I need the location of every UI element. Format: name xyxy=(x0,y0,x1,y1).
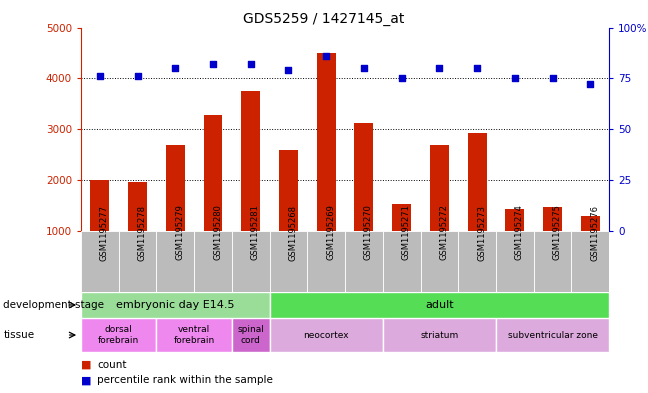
Bar xyxy=(241,91,260,231)
Text: GSM1195274: GSM1195274 xyxy=(515,205,524,261)
Text: GSM1195272: GSM1195272 xyxy=(439,205,448,261)
Bar xyxy=(119,231,156,292)
Bar xyxy=(156,231,194,292)
Point xyxy=(132,73,143,79)
Point xyxy=(321,53,331,59)
Text: GSM1195279: GSM1195279 xyxy=(176,205,184,261)
Text: tissue: tissue xyxy=(3,330,34,340)
Text: striatum: striatum xyxy=(421,331,459,340)
Point xyxy=(283,67,294,73)
Point xyxy=(509,75,520,81)
Bar xyxy=(194,231,232,292)
Text: GSM1195273: GSM1195273 xyxy=(477,204,486,261)
Bar xyxy=(270,318,383,352)
Text: GSM1195275: GSM1195275 xyxy=(553,205,562,261)
Bar xyxy=(270,292,609,318)
Point xyxy=(585,81,596,88)
Text: GSM1195271: GSM1195271 xyxy=(402,205,411,261)
Text: GDS5259 / 1427145_at: GDS5259 / 1427145_at xyxy=(243,12,405,26)
Text: adult: adult xyxy=(425,300,454,310)
Bar xyxy=(128,182,147,231)
Point xyxy=(548,75,558,81)
Point xyxy=(472,65,482,71)
Bar xyxy=(166,145,185,231)
Bar xyxy=(270,231,307,292)
Text: GSM1195276: GSM1195276 xyxy=(590,204,599,261)
Point xyxy=(359,65,369,71)
Text: GSM1195269: GSM1195269 xyxy=(326,205,335,261)
Bar xyxy=(392,204,411,231)
Bar xyxy=(232,318,270,352)
Bar xyxy=(345,231,383,292)
Bar xyxy=(534,231,572,292)
Bar xyxy=(383,231,421,292)
Text: GSM1195280: GSM1195280 xyxy=(213,205,222,261)
Point xyxy=(397,75,407,81)
Point xyxy=(170,65,181,71)
Point xyxy=(95,73,105,79)
Text: ■: ■ xyxy=(81,360,91,369)
Text: development stage: development stage xyxy=(3,300,104,310)
Text: GSM1195270: GSM1195270 xyxy=(364,205,373,261)
Bar xyxy=(279,151,298,231)
Text: count: count xyxy=(97,360,127,369)
Bar xyxy=(421,231,458,292)
Text: percentile rank within the sample: percentile rank within the sample xyxy=(97,375,273,385)
Bar xyxy=(317,53,336,231)
Bar xyxy=(458,231,496,292)
Point xyxy=(434,65,445,71)
Text: neocortex: neocortex xyxy=(303,331,349,340)
Bar xyxy=(543,207,562,231)
Text: ■: ■ xyxy=(81,375,91,385)
Text: GSM1195278: GSM1195278 xyxy=(137,204,146,261)
Bar xyxy=(307,231,345,292)
Text: subventricular zone: subventricular zone xyxy=(507,331,597,340)
Bar xyxy=(91,180,110,231)
Point xyxy=(208,61,218,67)
Bar xyxy=(430,145,449,231)
Text: spinal
cord: spinal cord xyxy=(237,325,264,345)
Bar xyxy=(581,216,599,231)
Bar xyxy=(81,318,156,352)
Bar xyxy=(572,231,609,292)
Bar xyxy=(81,231,119,292)
Text: GSM1195277: GSM1195277 xyxy=(100,204,109,261)
Text: dorsal
forebrain: dorsal forebrain xyxy=(98,325,139,345)
Bar xyxy=(354,123,373,231)
Text: embryonic day E14.5: embryonic day E14.5 xyxy=(116,300,235,310)
Bar xyxy=(505,209,524,231)
Text: GSM1195281: GSM1195281 xyxy=(251,205,260,261)
Bar xyxy=(496,318,609,352)
Bar xyxy=(496,231,534,292)
Bar xyxy=(156,318,232,352)
Bar xyxy=(203,115,222,231)
Point xyxy=(246,61,256,67)
Bar xyxy=(383,318,496,352)
Bar xyxy=(468,133,487,231)
Bar xyxy=(81,292,270,318)
Text: GSM1195268: GSM1195268 xyxy=(288,204,297,261)
Text: ventral
forebrain: ventral forebrain xyxy=(174,325,214,345)
Bar xyxy=(232,231,270,292)
